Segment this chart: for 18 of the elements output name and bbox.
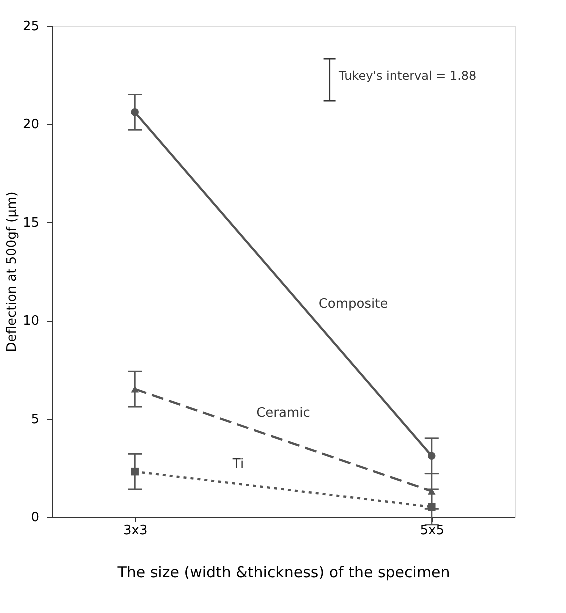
point (428, 503, 436, 512)
y-axis-title: Deflection at 500gf (μm) (4, 192, 20, 352)
series-label: Ti (232, 456, 244, 472)
y-tick-label: 25 (22, 20, 40, 34)
series-label: Ceramic (256, 406, 310, 421)
series-label: Composite (318, 296, 388, 312)
point (131, 108, 139, 116)
y-tick-label: 0 (31, 510, 40, 526)
x-tick-label: 5x5 (420, 524, 445, 538)
y-tick-label: 15 (22, 216, 40, 231)
x-tick-label: 3x3 (123, 524, 148, 538)
point (428, 452, 436, 460)
point (131, 468, 139, 476)
annotation: Tukey's interval = 1.88 (338, 69, 477, 83)
x-axis-title: The size (width &thickness) of the specimen (116, 564, 450, 582)
y-tick-label: 5 (31, 412, 40, 428)
y-tick-label: 10 (22, 314, 40, 330)
y-tick-label: 20 (22, 118, 40, 133)
